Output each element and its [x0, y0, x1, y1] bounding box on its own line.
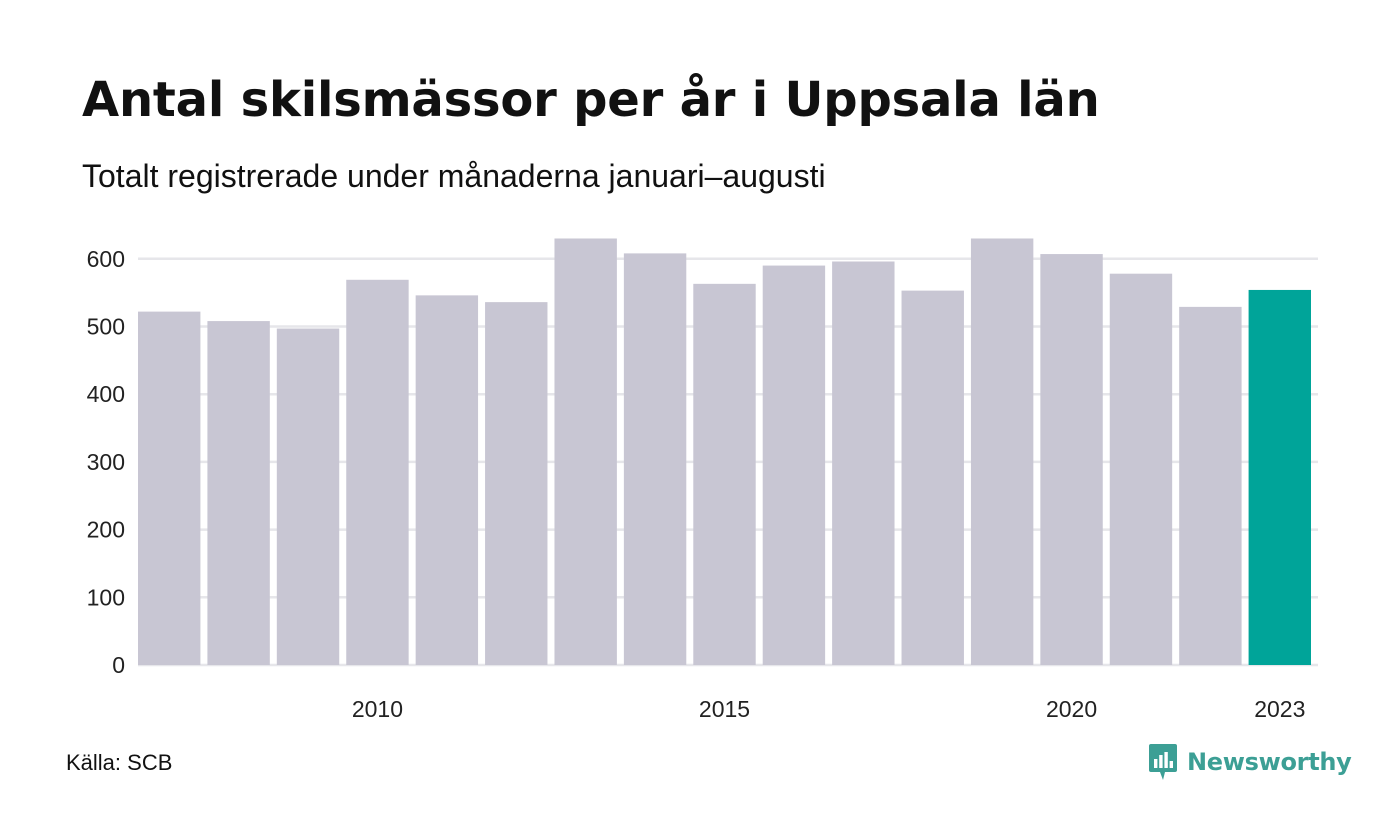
chart-subtitle: Totalt registrerade under månaderna janu… — [82, 158, 826, 194]
brand-logo: Newsworthy — [1148, 742, 1352, 782]
chart-title: Antal skilsmässor per år i Uppsala län — [82, 72, 1100, 128]
newsworthy-logo-icon — [1149, 744, 1177, 780]
bar-2023 — [1248, 289, 1311, 665]
x-tick-label: 2015 — [699, 696, 750, 722]
bar-2007 — [138, 311, 201, 665]
bars — [138, 238, 1311, 666]
x-tick-label: 2020 — [1046, 696, 1097, 722]
y-axis-labels: 0 100 200 300 400 500 600 — [87, 246, 125, 678]
bar-2020 — [1040, 254, 1103, 665]
bar-2010 — [346, 279, 409, 665]
y-tick-label: 500 — [87, 314, 125, 340]
x-tick-label: 2023 — [1254, 696, 1305, 722]
bar-2011 — [415, 295, 479, 665]
bar-2021 — [1109, 273, 1173, 665]
bar-2017 — [832, 261, 895, 665]
y-tick-label: 100 — [87, 584, 125, 610]
y-tick-label: 400 — [87, 381, 125, 407]
y-tick-label: 600 — [87, 246, 125, 272]
bar-2012 — [485, 302, 548, 665]
bar-2015 — [693, 283, 756, 665]
x-axis-labels: 2010 2015 2020 2023 — [352, 696, 1306, 722]
brand-name: Newsworthy — [1187, 748, 1352, 776]
y-tick-label: 300 — [87, 449, 125, 475]
bar-chart: 0 100 200 300 400 500 600 2010 2015 2020 2023 — [87, 238, 1318, 722]
bar-2013 — [554, 238, 617, 666]
bar-2014 — [623, 253, 687, 665]
y-tick-label: 0 — [112, 652, 125, 678]
y-tick-label: 200 — [87, 517, 125, 543]
bar-2009 — [276, 328, 340, 665]
bar-2019 — [970, 238, 1034, 666]
bar-2022 — [1179, 306, 1242, 665]
bar-2018 — [901, 290, 964, 665]
bar-2016 — [762, 265, 826, 665]
bar-2008 — [207, 321, 270, 665]
x-tick-label: 2010 — [352, 696, 403, 722]
source-note: Källa: SCB — [66, 750, 173, 775]
